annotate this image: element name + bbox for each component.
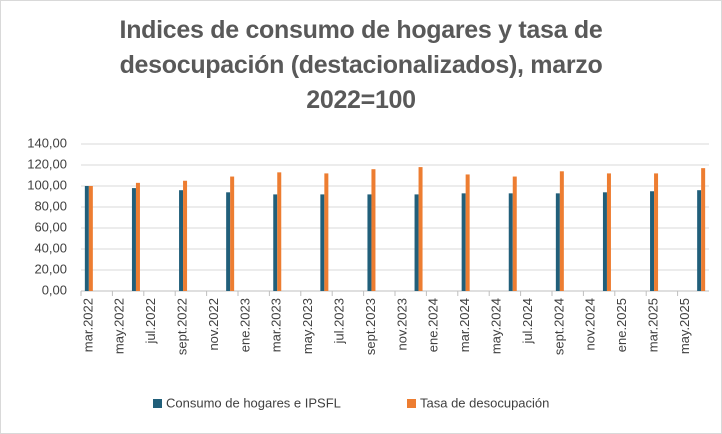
x-tick-label: sept.2022	[174, 298, 189, 355]
x-tick-label: jul.2022	[143, 298, 158, 345]
bar	[88, 186, 93, 291]
bar	[183, 180, 188, 291]
legend-swatch	[407, 399, 416, 408]
x-tick-label: nov.2022	[206, 298, 221, 351]
chart-title: Indices de consumo de hogares y tasa de …	[119, 16, 603, 114]
x-tick-label: mar.2023	[269, 298, 284, 352]
y-tick-label: 140,00	[27, 135, 67, 150]
y-tick-label: 120,00	[27, 156, 67, 171]
bar	[131, 188, 136, 291]
x-tick-label: mar.2024	[457, 298, 472, 352]
bar	[226, 192, 231, 291]
legend-label: Consumo de hogares e IPSFL	[166, 395, 341, 410]
legend-swatch	[153, 399, 162, 408]
bar	[508, 193, 513, 291]
bar	[461, 193, 466, 291]
y-tick-label: 0,00	[42, 282, 67, 297]
bar	[273, 194, 278, 291]
legend-label: Tasa de desocupación	[420, 395, 549, 410]
bar	[512, 176, 517, 291]
x-tick-label: jul.2023	[331, 298, 346, 345]
bar	[701, 168, 706, 291]
x-tick-label: may.2024	[488, 298, 503, 354]
y-tick-label: 40,00	[34, 240, 67, 255]
bar	[324, 173, 329, 291]
bar	[230, 176, 235, 291]
x-tick-label: mar.2022	[80, 298, 95, 352]
bar	[602, 192, 607, 291]
x-tick-label: may.2022	[112, 298, 127, 354]
x-tick-label: nov.2023	[394, 298, 409, 351]
x-tick-label: may.2025	[677, 298, 692, 354]
bar	[465, 174, 470, 291]
x-tick-label: sept.2024	[551, 298, 566, 355]
bar	[367, 194, 372, 291]
x-tick-label: may.2023	[300, 298, 315, 354]
x-tick-label: ene.2024	[426, 298, 441, 352]
x-tick-label: ene.2023	[237, 298, 252, 352]
bar	[277, 172, 282, 291]
y-tick-label: 20,00	[34, 261, 67, 276]
y-tick-label: 60,00	[34, 219, 67, 234]
bar	[559, 171, 564, 291]
bar	[650, 191, 655, 291]
y-tick-label: 80,00	[34, 198, 67, 213]
bar	[606, 173, 611, 291]
bar	[179, 190, 184, 291]
y-tick-label: 100,00	[27, 177, 67, 192]
x-tick-label: jul.2024	[520, 298, 535, 345]
bar	[697, 190, 702, 291]
bar	[555, 193, 560, 291]
bar	[414, 194, 419, 291]
bar	[418, 167, 423, 291]
x-tick-label: ene.2025	[614, 298, 629, 352]
x-tick-label: sept.2023	[363, 298, 378, 355]
bar	[135, 182, 140, 291]
x-tick-label: nov.2024	[583, 298, 598, 351]
bar	[654, 173, 659, 291]
bar	[320, 194, 325, 291]
x-tick-label: mar.2025	[645, 298, 660, 352]
bar	[84, 186, 89, 291]
bar	[371, 169, 376, 291]
